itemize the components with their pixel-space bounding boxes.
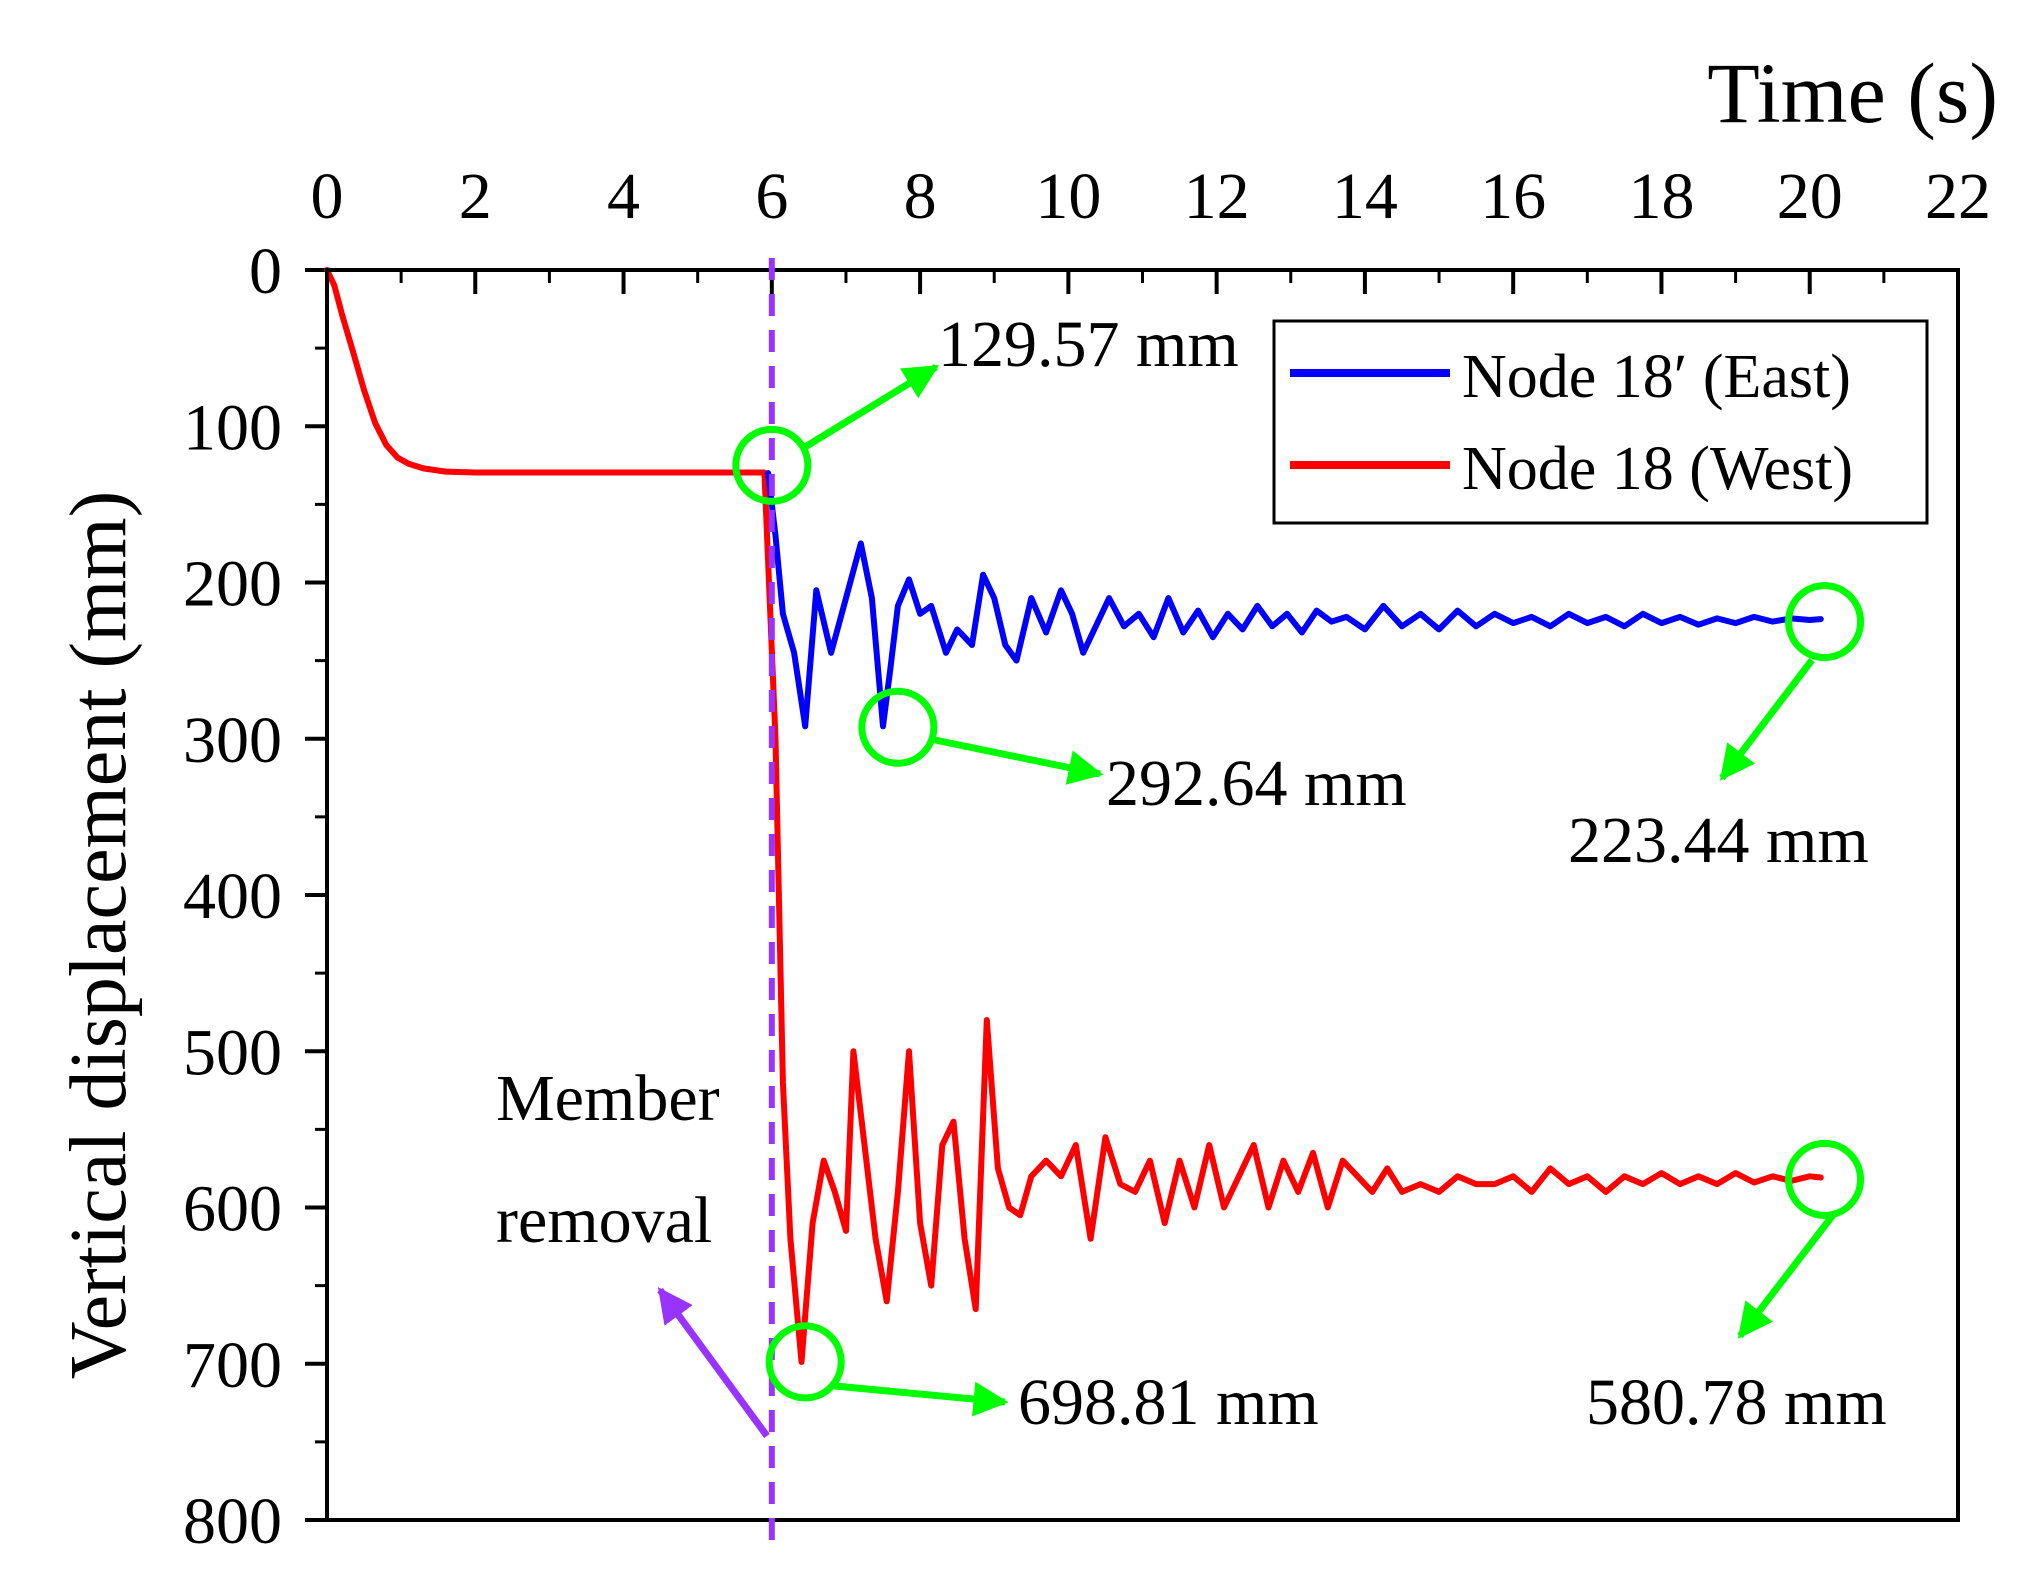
x-tick-label: 12 [1184,160,1250,233]
member-removal-label-line1: Member [496,1062,720,1135]
annotation-223-circle [1785,582,1865,662]
series-line-east [765,470,1824,730]
annotation-223-label: 223.44 mm [1568,804,1869,877]
x-tick-label: 22 [1925,160,1991,233]
x-tick-label: 8 [904,160,937,233]
x-tick-label: 2 [459,160,492,233]
y-tick-label: 100 [183,391,282,464]
annotation-129-arrow [803,364,939,450]
series-line-west [324,267,1824,1365]
legend-box [1272,319,1929,525]
annotation-698-arrow [834,1381,1009,1417]
y-tick-label: 300 [183,704,282,777]
annotation-129-label: 129.57 mm [938,308,1239,381]
y-tick-label: 200 [183,548,282,621]
annotation-layer: 129.57 mm 292.64 mm 223.44 mm 698.81 mm 580.… [496,308,1887,1439]
x-tick-label: 20 [1777,160,1843,233]
x-tick-label: 6 [755,160,788,233]
annotation-292-label: 292.64 mm [1106,747,1407,820]
x-tick-label: 16 [1480,160,1546,233]
ticks-layer: 0 2 4 6 8 10 12 14 16 18 20 22 0 100 200 300 400 500 600 70… [183,160,1991,1558]
legend-label-east: Node 18′ (East) [1462,343,1851,411]
annotation-580-label: 580.78 mm [1586,1366,1887,1439]
x-tick-label: 10 [1035,160,1101,233]
legend: Node 18′ (East) Node 18 (West) [1272,319,1929,525]
plot-frame [325,268,1960,1522]
y-tick-label: 400 [183,860,282,933]
member-removal-arrow [657,1287,770,1439]
y-tick-label: 800 [183,1485,282,1558]
x-tick-label: 14 [1332,160,1398,233]
annotation-292-circle [858,687,938,767]
y-tick-label: 600 [183,1173,282,1246]
annotation-223-arrow [1719,657,1815,781]
member-removal-label-line2: removal [496,1184,712,1257]
y-tick-label: 700 [183,1329,282,1402]
annotation-129-circle [732,425,812,505]
x-tick-label: 18 [1628,160,1694,233]
annotation-580-arrow [1737,1212,1836,1339]
y-tick-label: 0 [249,235,282,308]
y-tick-label: 500 [183,1016,282,1089]
legend-label-west: Node 18 (West) [1462,435,1853,503]
annotation-580-circle [1785,1139,1865,1219]
annotation-698-circle [765,1322,845,1402]
y-axis-title: Vertical displacement (mm) [55,491,143,1380]
annotation-292-arrow [934,736,1104,785]
annotation-698-label: 698.81 mm [1018,1366,1319,1439]
x-tick-label: 0 [311,160,344,233]
x-tick-label: 4 [607,160,640,233]
series-layer [324,267,1824,1365]
x-axis-title: Time (s) [1707,45,1998,141]
